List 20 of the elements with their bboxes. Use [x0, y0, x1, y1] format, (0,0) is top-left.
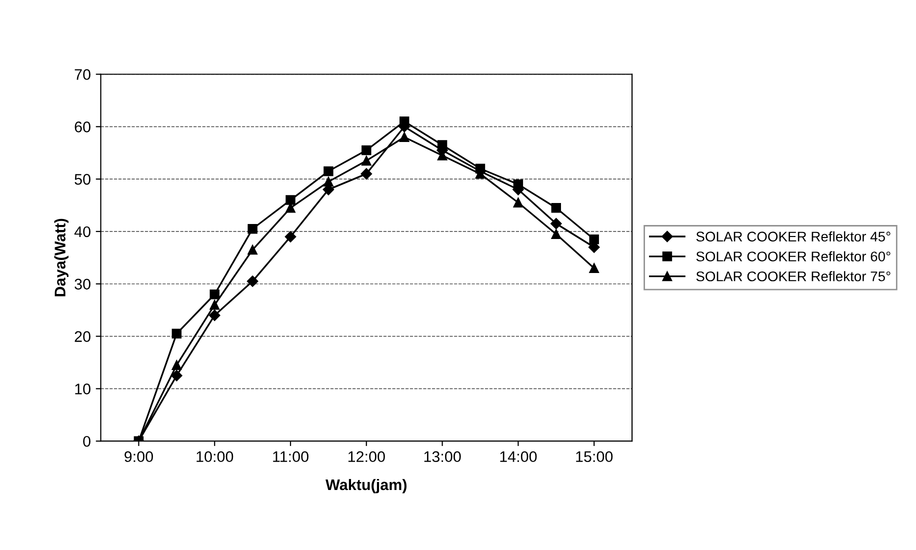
x-tick-label: 10:00 — [196, 451, 234, 462]
x-tick-label: 11:00 — [273, 451, 308, 462]
y-tick-label: 20 — [74, 331, 90, 342]
y-axis-title: Daya(Watt) — [54, 218, 68, 296]
y-tick-label: 10 — [75, 384, 90, 394]
y-tick-label: 50 — [74, 174, 90, 185]
y-tick-label: 30 — [74, 278, 90, 290]
x-tick-label: 12:00 — [348, 451, 385, 462]
y-tick-label: 60 — [74, 122, 90, 132]
y-tick-label: 40 — [74, 226, 90, 238]
legend-label: SOLAR COOKER Reflektor 75° — [696, 271, 890, 282]
x-axis-title: Waktu(jam) — [326, 478, 407, 494]
y-tick-label: 0 — [83, 436, 90, 447]
x-tick-label: 9:00 — [124, 451, 153, 462]
x-tick-label: 14:00 — [500, 451, 537, 462]
legend-label: SOLAR COOKER Reflektor 60° — [696, 251, 890, 262]
legend-label: SOLAR COOKER Reflektor 45° — [696, 231, 890, 242]
x-tick-label: 15:00 — [576, 451, 613, 462]
x-tick-label: 13:00 — [424, 451, 461, 462]
y-tick-label: 70 — [74, 69, 90, 80]
